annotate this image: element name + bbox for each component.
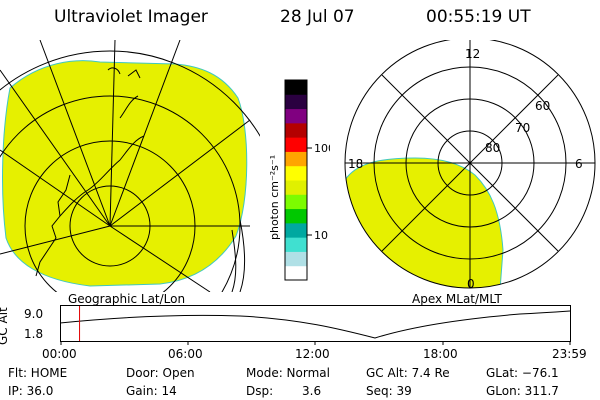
instrument-title: Ultraviolet Imager	[54, 7, 208, 27]
dsp-value: 3.6	[302, 384, 322, 398]
geo-panel-label: Geographic Lat/Lon	[68, 292, 186, 306]
coastline	[35, 67, 145, 277]
colorbar: 100 10 photon cm⁻²s⁻¹	[268, 79, 330, 281]
altitude-ytick-high: 9.0	[24, 307, 44, 321]
colorbar-segment	[285, 265, 307, 281]
dsp-label: Dsp:	[246, 384, 274, 398]
colorbar-unit: photon cm⁻²s⁻¹	[268, 155, 281, 240]
mlt-label-6: 6	[575, 157, 583, 171]
time-tick-0000: 00:00	[42, 347, 77, 361]
lat-label-60: 60	[535, 99, 550, 113]
colorbar-segment	[285, 151, 307, 167]
date-label: 28 Jul 07	[280, 7, 355, 27]
colorbar-segment	[285, 222, 307, 238]
altitude-plot	[60, 305, 571, 345]
colorbar-segment	[285, 180, 307, 195]
geographic-map	[0, 40, 260, 292]
colorbar-segment	[285, 208, 307, 224]
gc-alt-info: GC Alt: 7.4 Re	[366, 366, 450, 380]
mlt-label-12: 12	[465, 47, 480, 61]
colorbar-segment	[285, 137, 307, 152]
time-tick-1200: 12:00	[295, 347, 330, 361]
colorbar-tick-10: 10	[314, 229, 328, 242]
apex-panel-label: Apex MLat/MLT	[412, 292, 502, 306]
colorbar-segment	[285, 194, 307, 210]
altitude-curve	[60, 310, 571, 339]
time-tick-1800: 18:00	[423, 347, 458, 361]
lat-label-80: 80	[485, 141, 500, 155]
mlt-label-0: 0	[467, 277, 475, 290]
time-label: 00:55:19 UT	[426, 7, 531, 27]
ip-info: IP: 36.0	[8, 384, 54, 398]
meridian-lines	[0, 40, 251, 292]
door-info: Door: Open	[126, 366, 195, 380]
time-tick-2359: 23:59	[552, 347, 587, 361]
colorbar-segment	[285, 122, 307, 138]
seq-info: Seq: 39	[366, 384, 412, 398]
colorbar-segment	[285, 237, 307, 252]
gain-info: Gain: 14	[126, 384, 177, 398]
glat-info: GLat: −76.1	[486, 366, 559, 380]
mode-info: Mode: Normal	[246, 366, 330, 380]
aurora-image-apex	[345, 157, 504, 288]
mlt-label-18: 18	[348, 157, 363, 171]
aurora-image-geo	[2, 60, 248, 287]
colorbar-segment	[285, 94, 307, 110]
colorbar-segment	[285, 108, 307, 124]
time-tick-0600: 06:00	[168, 347, 203, 361]
lat-label-70: 70	[515, 121, 530, 135]
colorbar-segment	[285, 251, 307, 267]
colorbar-tick-100: 100	[314, 142, 330, 155]
altitude-ylabel: GC Alt	[0, 307, 10, 345]
colorbar-segment	[285, 165, 307, 181]
apex-polar-plot: 12 18 6 0 60 70 80	[344, 40, 596, 290]
colorbar-segment	[285, 80, 307, 95]
glon-info: GLon: 311.7	[486, 384, 559, 398]
flight-info: Flt: HOME	[8, 366, 68, 380]
altitude-ytick-low: 1.8	[24, 327, 44, 341]
